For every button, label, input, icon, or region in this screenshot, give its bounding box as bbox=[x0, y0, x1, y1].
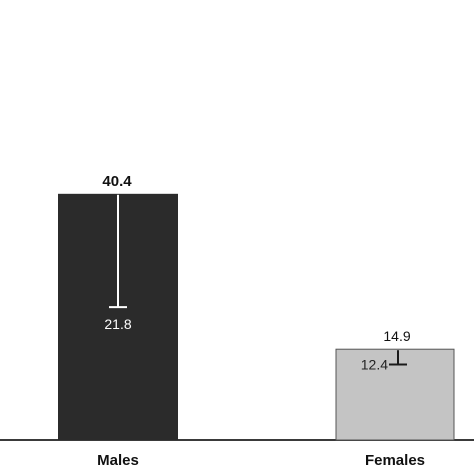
value-label-females: 14.9 bbox=[383, 328, 410, 344]
value-label-males: 40.4 bbox=[102, 173, 132, 190]
lower-label-females: 12.4 bbox=[361, 356, 388, 372]
lower-label-males: 21.8 bbox=[104, 316, 131, 332]
category-label-females: Females bbox=[365, 452, 425, 469]
category-label-males: Males bbox=[97, 452, 139, 469]
bar-females bbox=[335, 348, 455, 441]
